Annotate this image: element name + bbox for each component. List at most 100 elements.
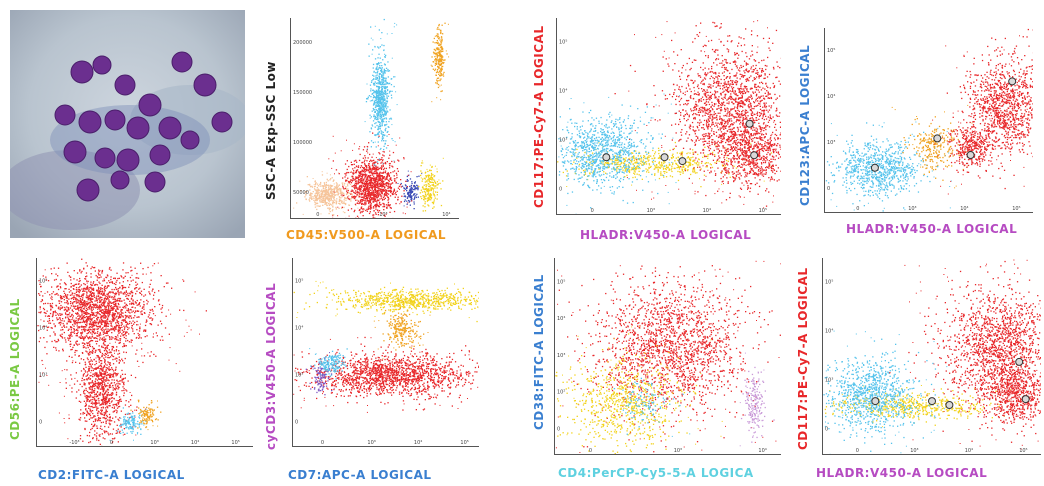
data-point bbox=[630, 146, 632, 149]
data-point bbox=[383, 110, 385, 112]
data-point bbox=[436, 198, 438, 200]
data-point bbox=[370, 205, 372, 207]
data-point bbox=[624, 164, 626, 166]
data-point bbox=[438, 73, 440, 75]
data-point bbox=[627, 117, 629, 120]
data-point bbox=[332, 160, 334, 162]
data-point bbox=[616, 159, 619, 161]
data-point bbox=[312, 178, 314, 179]
data-point bbox=[357, 207, 359, 209]
data-point bbox=[380, 109, 383, 112]
data-point bbox=[383, 151, 385, 153]
data-point bbox=[367, 96, 369, 98]
data-point bbox=[614, 144, 616, 147]
data-point bbox=[436, 70, 438, 72]
data-point bbox=[584, 171, 586, 174]
data-point bbox=[357, 200, 359, 202]
data-point bbox=[372, 200, 374, 202]
data-point bbox=[613, 161, 615, 163]
data-point bbox=[440, 58, 442, 61]
data-point bbox=[671, 96, 674, 98]
data-point bbox=[314, 204, 316, 206]
data-point bbox=[620, 168, 622, 171]
data-point bbox=[330, 185, 333, 187]
data-point bbox=[369, 153, 371, 156]
data-point bbox=[687, 156, 689, 159]
data-point bbox=[586, 145, 588, 147]
data-point bbox=[584, 136, 586, 138]
data-point bbox=[366, 208, 368, 210]
data-point bbox=[628, 158, 630, 160]
data-point bbox=[378, 173, 380, 176]
data-point bbox=[581, 144, 583, 146]
data-point bbox=[430, 189, 432, 191]
data-point bbox=[441, 47, 443, 49]
data-point bbox=[435, 82, 437, 84]
data-point bbox=[749, 137, 751, 139]
data-point bbox=[682, 171, 684, 173]
data-point bbox=[576, 134, 579, 136]
data-point bbox=[624, 176, 626, 178]
data-point bbox=[414, 182, 416, 184]
data-point bbox=[724, 95, 726, 97]
data-point bbox=[692, 168, 694, 170]
data-point bbox=[381, 199, 384, 201]
data-point bbox=[369, 201, 371, 203]
data-point bbox=[616, 142, 618, 144]
data-point bbox=[365, 101, 368, 103]
data-point bbox=[724, 164, 727, 167]
data-point bbox=[430, 194, 433, 196]
data-point bbox=[739, 104, 741, 107]
data-point bbox=[363, 196, 365, 198]
data-point bbox=[599, 166, 602, 168]
data-point bbox=[374, 45, 376, 47]
data-point bbox=[680, 91, 682, 93]
data-point bbox=[323, 200, 325, 202]
data-point bbox=[360, 193, 362, 195]
data-point bbox=[344, 182, 346, 185]
data-point bbox=[574, 140, 577, 142]
data-point bbox=[321, 196, 323, 198]
data-point bbox=[596, 139, 599, 141]
data-point bbox=[714, 82, 716, 84]
data-point bbox=[427, 190, 429, 192]
data-point bbox=[582, 111, 584, 113]
data-point bbox=[374, 141, 376, 143]
data-point bbox=[697, 35, 700, 37]
data-point bbox=[668, 169, 670, 171]
data-point bbox=[672, 153, 674, 155]
data-point bbox=[313, 197, 315, 199]
data-point bbox=[409, 188, 411, 190]
data-point bbox=[374, 25, 376, 27]
data-point bbox=[387, 172, 389, 174]
data-point bbox=[424, 206, 426, 208]
data-point bbox=[668, 162, 670, 164]
data-point bbox=[386, 207, 388, 209]
data-point bbox=[384, 64, 386, 66]
data-point bbox=[370, 140, 373, 142]
data-point bbox=[328, 198, 331, 200]
data-point bbox=[599, 168, 601, 170]
data-point bbox=[369, 114, 371, 116]
data-point bbox=[571, 155, 573, 158]
data-point bbox=[370, 202, 372, 205]
data-point bbox=[739, 142, 741, 145]
data-point bbox=[722, 165, 724, 167]
data-point bbox=[660, 174, 662, 176]
data-point bbox=[654, 164, 656, 166]
data-point bbox=[354, 197, 356, 199]
data-point bbox=[612, 153, 614, 156]
data-point bbox=[358, 188, 360, 190]
data-point bbox=[713, 80, 715, 82]
data-point bbox=[611, 158, 613, 160]
data-point bbox=[595, 165, 597, 167]
data-point bbox=[602, 140, 604, 142]
data-point bbox=[324, 198, 327, 200]
data-point bbox=[373, 170, 376, 172]
data-point bbox=[727, 112, 729, 114]
data-point bbox=[657, 168, 659, 170]
data-point bbox=[633, 145, 635, 148]
data-point bbox=[358, 181, 360, 184]
data-point bbox=[602, 165, 604, 168]
data-point bbox=[570, 98, 572, 99]
